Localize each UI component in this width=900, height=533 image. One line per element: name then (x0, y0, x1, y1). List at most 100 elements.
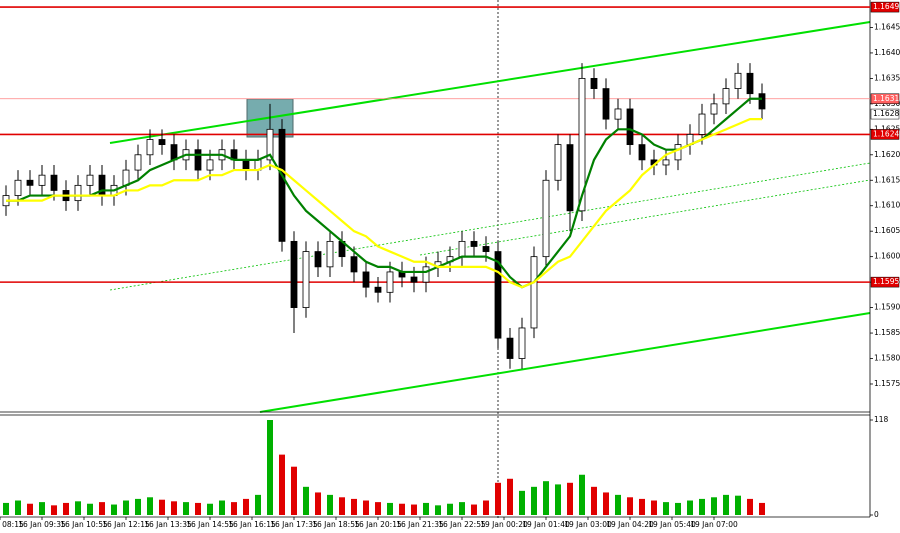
x-tick-label: 19 Jan 07:00 (690, 520, 738, 529)
candle-body (326, 240, 334, 268)
volume-bar (243, 498, 249, 515)
volume-bar (507, 478, 513, 515)
volume-bar (267, 420, 273, 515)
x-tick-label: 19 Jan 01:40 (522, 520, 570, 529)
volume-bar (315, 492, 321, 515)
volume-bar (759, 502, 765, 515)
x-tick-label: 16 Jan 18:55 (312, 520, 360, 529)
channel-line (109, 162, 871, 291)
candle-body (134, 154, 142, 171)
candle-body (602, 88, 610, 120)
level-box (870, 1, 900, 13)
candle-body (494, 251, 502, 339)
volume-bar (87, 503, 93, 515)
candle-body (482, 246, 490, 252)
volume-bar (471, 504, 477, 515)
volume-bar (495, 482, 501, 515)
volume-tick-label: 118 (874, 415, 889, 424)
candle-body (542, 179, 550, 258)
volume-bar (423, 502, 429, 515)
candle-body (506, 337, 514, 359)
candle-body (422, 266, 430, 283)
candle-body (38, 174, 46, 186)
x-tick-label: 19 Jan 03:00 (564, 520, 612, 529)
volume-bar (339, 497, 345, 515)
volume-bar (171, 501, 177, 515)
y-tick-label: 1.1615 (874, 175, 900, 184)
candle-body (710, 103, 718, 115)
volume-bar (111, 504, 117, 515)
candle-body (614, 108, 622, 120)
candle-body (158, 139, 166, 146)
candle-body (662, 159, 670, 166)
candle-body (146, 139, 154, 156)
volume-bar (459, 502, 465, 515)
volume-bar (687, 500, 693, 515)
volume-bar (63, 502, 69, 515)
candle-body (734, 72, 742, 89)
volume-bar (75, 501, 81, 515)
volume-bar (711, 497, 717, 515)
candle-body (314, 251, 322, 268)
volume-bar (387, 502, 393, 515)
volume-bar (219, 500, 225, 515)
y-tick-label: 1.1580 (874, 354, 900, 363)
moving-average (6, 118, 762, 289)
volume-bar (435, 505, 441, 515)
volume-bar (363, 500, 369, 515)
candle-body (50, 174, 58, 191)
candle-body (746, 72, 754, 95)
candle-body (362, 271, 370, 288)
current-price-label: 1.1628 (873, 109, 899, 118)
candle-body (410, 276, 418, 283)
candle-body (14, 179, 22, 196)
volume-bar (279, 454, 285, 515)
x-tick-label: 16 Jan 08:15 (0, 520, 24, 529)
volume-bar (15, 500, 21, 515)
candle-body (170, 144, 178, 161)
level-box (870, 276, 900, 288)
level-label: 1.1595 (873, 277, 899, 286)
candle-body (26, 179, 34, 186)
volume-bar (651, 500, 657, 515)
volume-bar (723, 494, 729, 515)
y-tick-label: 1.1590 (874, 303, 900, 312)
trend-line (259, 312, 871, 413)
x-tick-label: 16 Jan 22:55 (438, 520, 486, 529)
x-tick-label: 16 Jan 21:35 (396, 520, 444, 529)
candle-body (302, 251, 310, 308)
candle-body (122, 169, 130, 186)
y-tick-label: 1.1575 (874, 379, 900, 388)
candle-body (638, 144, 646, 161)
candle-body (74, 184, 82, 202)
candle-body (386, 271, 394, 293)
candle-body (350, 256, 358, 273)
volume-bar (327, 494, 333, 515)
volume-bar (195, 502, 201, 515)
volume-bar (447, 503, 453, 515)
volume-bar (483, 500, 489, 515)
volume-bar (543, 481, 549, 515)
candle-body (86, 174, 94, 186)
x-tick-label: 16 Jan 13:35 (144, 520, 192, 529)
volume-bar (639, 498, 645, 515)
volume-bar (303, 486, 309, 515)
x-tick-label: 16 Jan 20:15 (354, 520, 402, 529)
x-tick-label: 16 Jan 10:55 (60, 520, 108, 529)
y-tick-label: 1.1600 (874, 252, 900, 261)
volume-bar (255, 494, 261, 515)
volume-bar (135, 498, 141, 515)
volume-bar (579, 474, 585, 515)
volume-bar (207, 503, 213, 515)
volume-bar (591, 486, 597, 515)
candle-body (470, 240, 478, 247)
volume-bar (147, 497, 153, 515)
y-tick-label: 1.1605 (874, 226, 900, 235)
candle-body (458, 240, 466, 258)
volume-bar (51, 505, 57, 515)
x-tick-label: 16 Jan 09:35 (18, 520, 66, 529)
candle-body (566, 144, 574, 212)
volume-bar (555, 484, 561, 515)
candle-body (518, 327, 526, 359)
level-label: 1.1624 (873, 129, 899, 138)
